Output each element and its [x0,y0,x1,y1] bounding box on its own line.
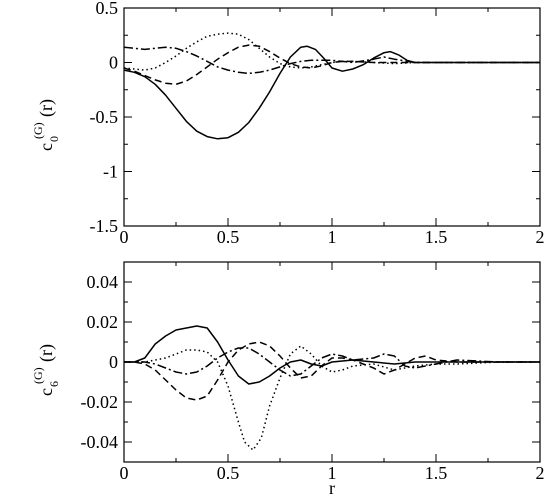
series-line-dashed [124,44,540,86]
y-tick-label: 0.5 [96,0,119,18]
series-group [124,32,540,140]
y-tick-label: -0.02 [81,392,119,412]
y-axis-label-sub: 0 [47,136,61,142]
series-line-solid [124,325,540,385]
x-tick-label: 1 [328,227,337,247]
y-axis-label-sup: (G) [31,367,45,384]
y-axis-label-main: c [36,143,56,151]
top-panel: 0 0.5 1 1.5 2-1.5-1-0.500.5c0(G)(r) [31,0,545,247]
bottom-panel: 0 0.5 1 1.5 2 -0.04 -0.02 0 0.02 0.04 c6(G) (r) r [31,261,545,498]
x-tick-label: 1.5 [425,463,448,483]
plot-frame [123,7,541,227]
y-tick-label: 0.02 [87,312,119,332]
y-tick-label: -1 [103,162,118,182]
y-axis-label: c0(G) (r) [31,99,61,151]
y-axis-label-main: c [36,388,56,396]
y-tick-label: 0.04 [87,272,119,292]
y-tick-label: -0.5 [90,107,119,127]
series-line-dotted [124,345,540,451]
y-axis-label-sup: (G) [31,122,45,139]
y-tick-label: -1.5 [90,216,119,236]
x-tick-label: 0 [120,227,129,247]
x-tick-label: 0.5 [217,463,240,483]
x-tick-label: 0 [120,463,129,483]
series-line-dashed [124,341,540,401]
y-axis-label-sub: 6 [47,381,61,387]
series-group [124,325,540,451]
series-line-dashdot [124,46,540,75]
y-tick-label: 0 [109,53,118,73]
x-tick-label: 2 [536,463,545,483]
series-line-solid [124,45,540,140]
x-tick-label: 1.5 [425,227,448,247]
series-line-dashdot [124,347,540,377]
y-axis-label: c6(G) (r) [31,344,61,396]
x-axis-label: r [329,478,335,498]
x-tick-label: 2 [536,227,545,247]
y-tick-label: 0 [109,352,118,372]
x-tick-label: 0.5 [217,227,240,247]
y-axis-label-arg: (r) [36,99,57,117]
x-tick-label: 1 [328,463,337,483]
y-tick-label: -0.04 [81,432,119,452]
y-axis-label-arg: (r) [36,344,57,362]
